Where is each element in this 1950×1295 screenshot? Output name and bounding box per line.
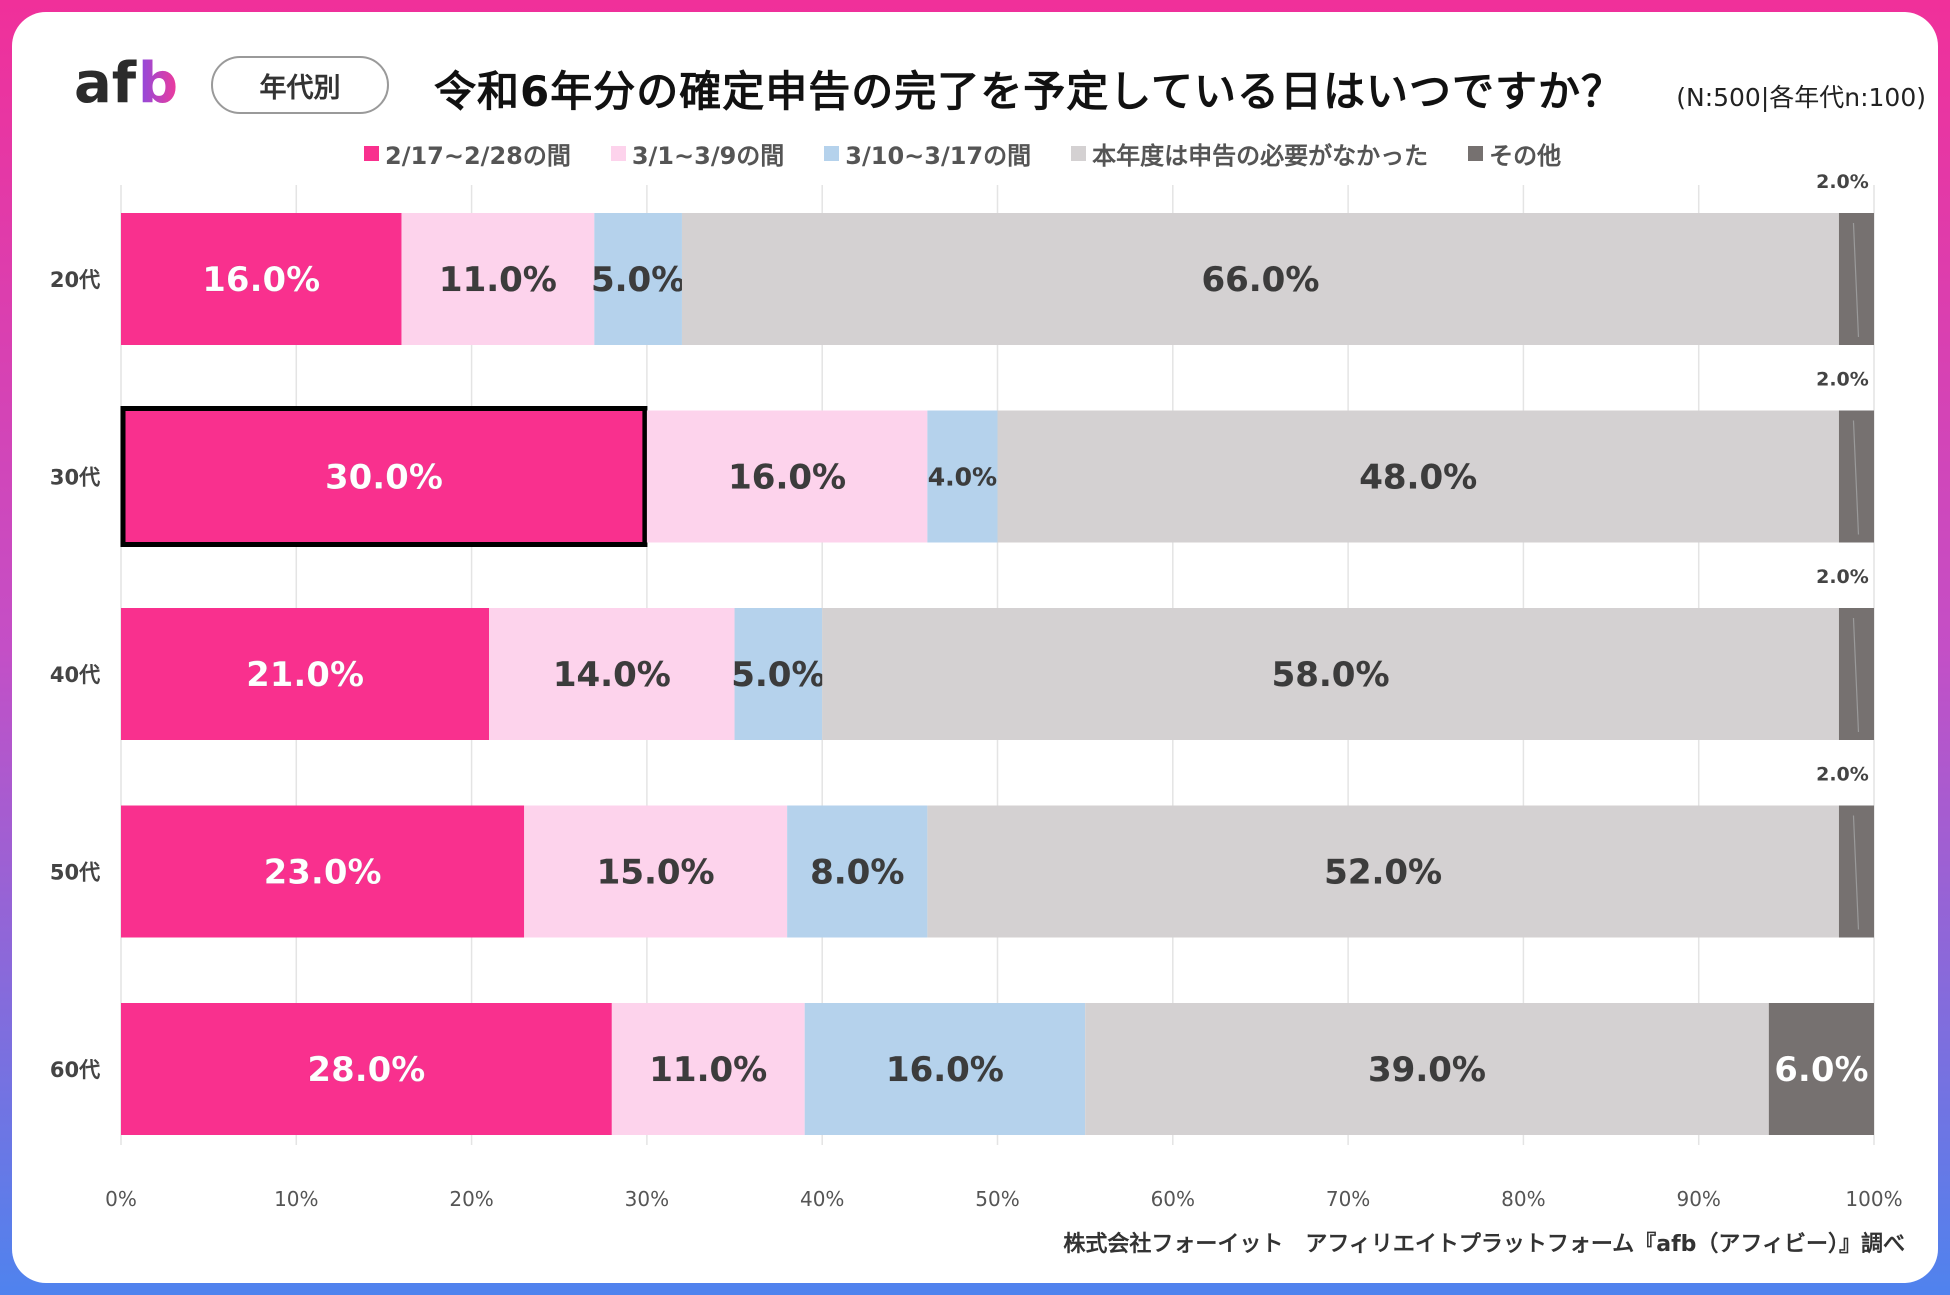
legend-label: 3/10~3/17の間 <box>845 141 1032 170</box>
legend-item: 本年度は申告の必要がなかった <box>1071 136 1428 171</box>
x-tick-label: 10% <box>274 1187 318 1211</box>
data-label: 5.0% <box>591 260 685 300</box>
data-label: 28.0% <box>307 1050 425 1090</box>
bar-segment <box>787 805 928 938</box>
bar-segment <box>121 1003 612 1135</box>
data-label: 15.0% <box>597 853 715 893</box>
data-label: 21.0% <box>246 655 364 695</box>
data-label: 16.0% <box>886 1050 1004 1090</box>
data-label: 2.0% <box>1816 764 1869 786</box>
bar-segment <box>121 410 647 543</box>
bar-segment <box>594 213 682 345</box>
bar-segment <box>822 608 1839 740</box>
data-label: 30.0% <box>325 458 443 498</box>
bar-segment <box>1085 1003 1769 1135</box>
legend-label: その他 <box>1489 141 1562 170</box>
x-tick-label: 100% <box>1845 1187 1902 1211</box>
legend-swatch <box>824 145 840 161</box>
legend-swatch <box>1071 145 1087 161</box>
highlight-outline <box>120 406 648 547</box>
data-label: 14.0% <box>553 655 671 695</box>
legend-item: その他 <box>1468 136 1561 171</box>
data-label: 6.0% <box>1774 1050 1868 1090</box>
x-tick-label: 80% <box>1501 1187 1545 1211</box>
bar-segment <box>401 213 595 345</box>
data-label: 8.0% <box>810 853 904 893</box>
category-label: 20代 <box>50 268 100 292</box>
data-label: 4.0% <box>928 463 997 492</box>
legend-item: 3/10~3/17の間 <box>824 136 1031 171</box>
data-label: 5.0% <box>731 655 825 695</box>
bar-segment <box>121 213 402 345</box>
x-tick-label: 60% <box>1151 1187 1195 1211</box>
data-label: 2.0% <box>1816 369 1869 391</box>
category-label: 50代 <box>50 861 100 885</box>
legend-swatch <box>610 145 626 161</box>
bar-segment <box>681 213 1839 345</box>
age-group-tag: 年代別 <box>211 56 389 114</box>
source-note: 株式会社フォーイット アフィリエイトプラットフォーム『afb（アフィビー）』調べ <box>1063 1232 1905 1257</box>
x-tick-label: 70% <box>1326 1187 1370 1211</box>
category-label: 60代 <box>50 1058 100 1082</box>
data-label: 39.0% <box>1368 1050 1486 1090</box>
leader-line <box>1852 617 1860 733</box>
category-label: 30代 <box>50 466 100 490</box>
sample-size-note: (N:500|各年代n:100) <box>1676 83 1926 112</box>
bar-segment <box>611 1003 805 1135</box>
bar-segment <box>804 1003 1086 1135</box>
bar-segment <box>927 410 998 543</box>
svg-text:b: b <box>138 51 178 116</box>
data-label: 16.0% <box>728 458 846 498</box>
bar-segment <box>121 608 490 740</box>
leader-line <box>1852 815 1860 930</box>
legend-item: 2/17~2/28の間 <box>364 136 571 171</box>
legend: 2/17~2/28の間 3/1~3/9の間 3/10~3/17の間 本年度は申告… <box>364 136 1561 170</box>
data-label: 48.0% <box>1359 458 1477 498</box>
leader-line <box>1852 222 1860 338</box>
x-tick-label: 40% <box>800 1187 844 1211</box>
bar-segment <box>997 410 1839 543</box>
legend-swatch <box>364 145 379 161</box>
bar-segment <box>646 410 928 543</box>
bar-segment <box>121 805 525 938</box>
legend-swatch <box>1468 145 1484 161</box>
x-tick-label: 30% <box>625 1187 669 1211</box>
data-label: 11.0% <box>439 260 557 300</box>
x-tick-label: 90% <box>1676 1187 1720 1211</box>
leader-line <box>1852 420 1860 535</box>
x-tick-label: 20% <box>449 1187 493 1211</box>
bar-segment <box>489 608 735 740</box>
data-label: 2.0% <box>1816 171 1869 193</box>
category-label: 40代 <box>50 663 100 687</box>
x-tick-label: 50% <box>975 1187 1019 1211</box>
bar-segment <box>927 805 1839 938</box>
data-label: 2.0% <box>1816 566 1869 588</box>
afb-logo: af b <box>74 51 178 116</box>
legend-label: 2/17~2/28の間 <box>385 141 571 170</box>
data-label: 23.0% <box>264 853 382 893</box>
bar-segment <box>524 805 788 938</box>
legend-label: 3/1~3/9の間 <box>631 141 785 170</box>
legend-item: 3/1~3/9の間 <box>610 136 785 171</box>
legend-label: 本年度は申告の必要がなかった <box>1092 141 1429 170</box>
svg-text:af: af <box>74 51 137 116</box>
data-label: 16.0% <box>202 260 320 300</box>
data-label: 11.0% <box>649 1050 767 1090</box>
data-label: 58.0% <box>1272 655 1390 695</box>
data-label: 52.0% <box>1324 853 1442 893</box>
chart-title: 令和6年分の確定申告の完了を予定している日はいつですか？ <box>434 67 1624 116</box>
data-label: 66.0% <box>1201 260 1319 300</box>
x-tick-label: 0% <box>105 1187 137 1211</box>
bar-segment <box>1768 1003 1874 1135</box>
bar-segment <box>734 608 823 740</box>
